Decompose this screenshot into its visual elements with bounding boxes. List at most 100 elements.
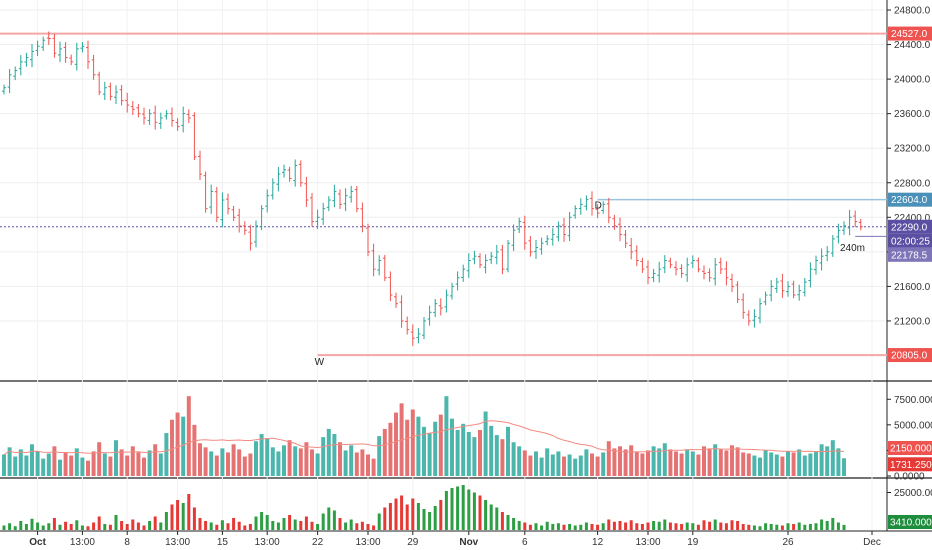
ohlc-bar — [730, 273, 734, 293]
x-tick-label: 26 — [782, 537, 794, 548]
volume-bar — [836, 448, 841, 476]
indicator-bar — [584, 522, 588, 530]
volume-bar — [438, 414, 443, 476]
ohlc-bar — [842, 221, 846, 235]
ohlc-bar — [388, 271, 393, 302]
volume-bar — [220, 448, 225, 476]
volume-bar — [769, 452, 774, 476]
ohlc-bar — [438, 298, 443, 316]
svg-text:22290.0: 22290.0 — [891, 222, 928, 233]
indicator-bar — [769, 524, 773, 530]
indicator-bar — [556, 523, 560, 530]
indicator-bar — [120, 521, 124, 530]
volume-bar — [534, 451, 538, 476]
ohlc-bar — [192, 112, 197, 161]
volume-bar — [63, 452, 68, 476]
ohlc-bar — [702, 265, 706, 280]
ohlc-bar — [242, 221, 247, 235]
volume-bar — [254, 441, 258, 476]
price-tick-label: 21600.0 — [894, 282, 931, 293]
volume-bar — [147, 450, 152, 476]
ohlc-bar — [836, 223, 841, 244]
volume-bar — [2, 454, 6, 476]
volume-bar — [573, 458, 578, 476]
svg-text:3410.0000: 3410.0000 — [890, 518, 932, 529]
volume-bar — [203, 447, 208, 476]
ohlc-bar — [52, 33, 57, 58]
volume-bar — [298, 448, 303, 476]
indicator-bar — [506, 515, 510, 530]
ohlc-bar — [830, 235, 835, 257]
volume-bar — [500, 439, 505, 476]
ohlc-bar — [724, 261, 729, 286]
ohlc-bar — [405, 316, 410, 335]
indicator-bar — [321, 513, 325, 530]
indicator-bar — [416, 503, 420, 530]
volume-bar — [405, 419, 410, 476]
indicator-bar — [181, 503, 185, 530]
ohlc-bar — [287, 166, 292, 182]
ohlc-bar — [427, 305, 432, 326]
volume-bar — [326, 428, 331, 476]
volume-bar — [287, 440, 292, 476]
indicator-bar — [797, 522, 801, 530]
volume-bar — [640, 453, 645, 476]
price-tick-label: 23200.0 — [894, 144, 931, 155]
volume-bar — [30, 444, 34, 476]
indicator-bar — [52, 518, 56, 530]
ohlc-bar — [634, 245, 639, 267]
ohlc-bar — [338, 189, 342, 210]
indicator-bar — [724, 523, 728, 530]
indicator-bar — [803, 524, 807, 530]
volume-bar — [119, 449, 124, 476]
indicator-bar — [47, 523, 51, 530]
volume-bar — [830, 440, 835, 476]
indicator-bar — [136, 522, 140, 530]
volume-bar — [657, 448, 662, 476]
indicator-bar — [696, 524, 700, 530]
ohlc-bar — [58, 41, 62, 63]
volume-bar — [590, 453, 594, 476]
volume-bar — [819, 444, 824, 476]
ohlc-bar — [679, 264, 684, 278]
ohlc-bar — [433, 298, 438, 318]
volume-bar — [209, 451, 214, 476]
ohlc-bar — [601, 201, 606, 214]
volume-bar — [494, 435, 499, 476]
indicator-bar — [276, 522, 280, 530]
ohlc-bar — [578, 198, 583, 215]
indicator-bar — [86, 526, 90, 530]
indicator-bar — [36, 522, 40, 530]
svg-text:02:00:25: 02:00:25 — [891, 236, 930, 247]
ohlc-bar — [651, 268, 656, 283]
indicator-bar — [248, 524, 252, 530]
ohlc-bar — [108, 82, 113, 101]
indicator-bar — [680, 524, 684, 530]
ohlc-bar — [517, 217, 522, 233]
volume-bar — [102, 453, 107, 476]
indicator-bar — [142, 525, 146, 530]
ohlc-bar — [534, 240, 538, 259]
x-tick-label: 13:00 — [70, 537, 95, 548]
volume-bar — [371, 458, 376, 476]
volume-bar — [349, 445, 354, 476]
ohlc-bar — [847, 209, 852, 236]
ohlc-bar — [248, 224, 253, 251]
indicator-bar — [360, 521, 364, 530]
volume-tick-label: 0.0000 — [894, 472, 925, 483]
indicator-bar — [97, 516, 101, 530]
ohlc-bar — [545, 235, 550, 246]
volume-bar — [416, 416, 421, 476]
price-tick-label: 22400.0 — [894, 213, 931, 224]
indicator-bar — [428, 512, 432, 530]
volume-bar — [136, 452, 141, 476]
indicator-bar — [702, 520, 706, 530]
volume-bar — [450, 418, 454, 476]
ohlc-bar — [567, 211, 572, 242]
ohlc-bar — [46, 31, 51, 45]
ohlc-bar — [858, 218, 863, 231]
ohlc-bar — [80, 42, 85, 53]
indicator-bar — [495, 507, 499, 530]
ohlc-bar — [758, 298, 762, 324]
